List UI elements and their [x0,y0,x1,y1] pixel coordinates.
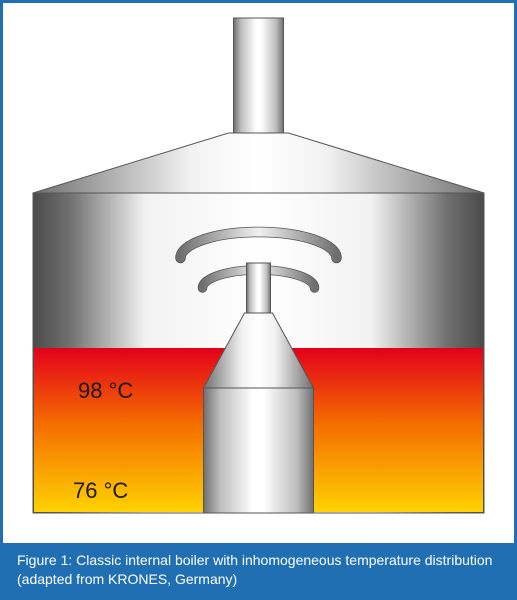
internal-boiler-body [204,388,314,513]
label-top-temp: 98 °C [78,378,133,403]
chimney [234,18,284,137]
internal-boiler-pipe [247,263,271,315]
figure-caption: Figure 1: Classic internal boiler with i… [3,543,514,597]
boiler-diagram: 98 °C 76 °C [3,3,514,543]
label-bottom-temp: 76 °C [73,478,128,503]
figure-frame: 98 °C 76 °C Figure 1: Classic internal bo… [0,0,517,600]
vessel-cone-roof [33,133,484,193]
